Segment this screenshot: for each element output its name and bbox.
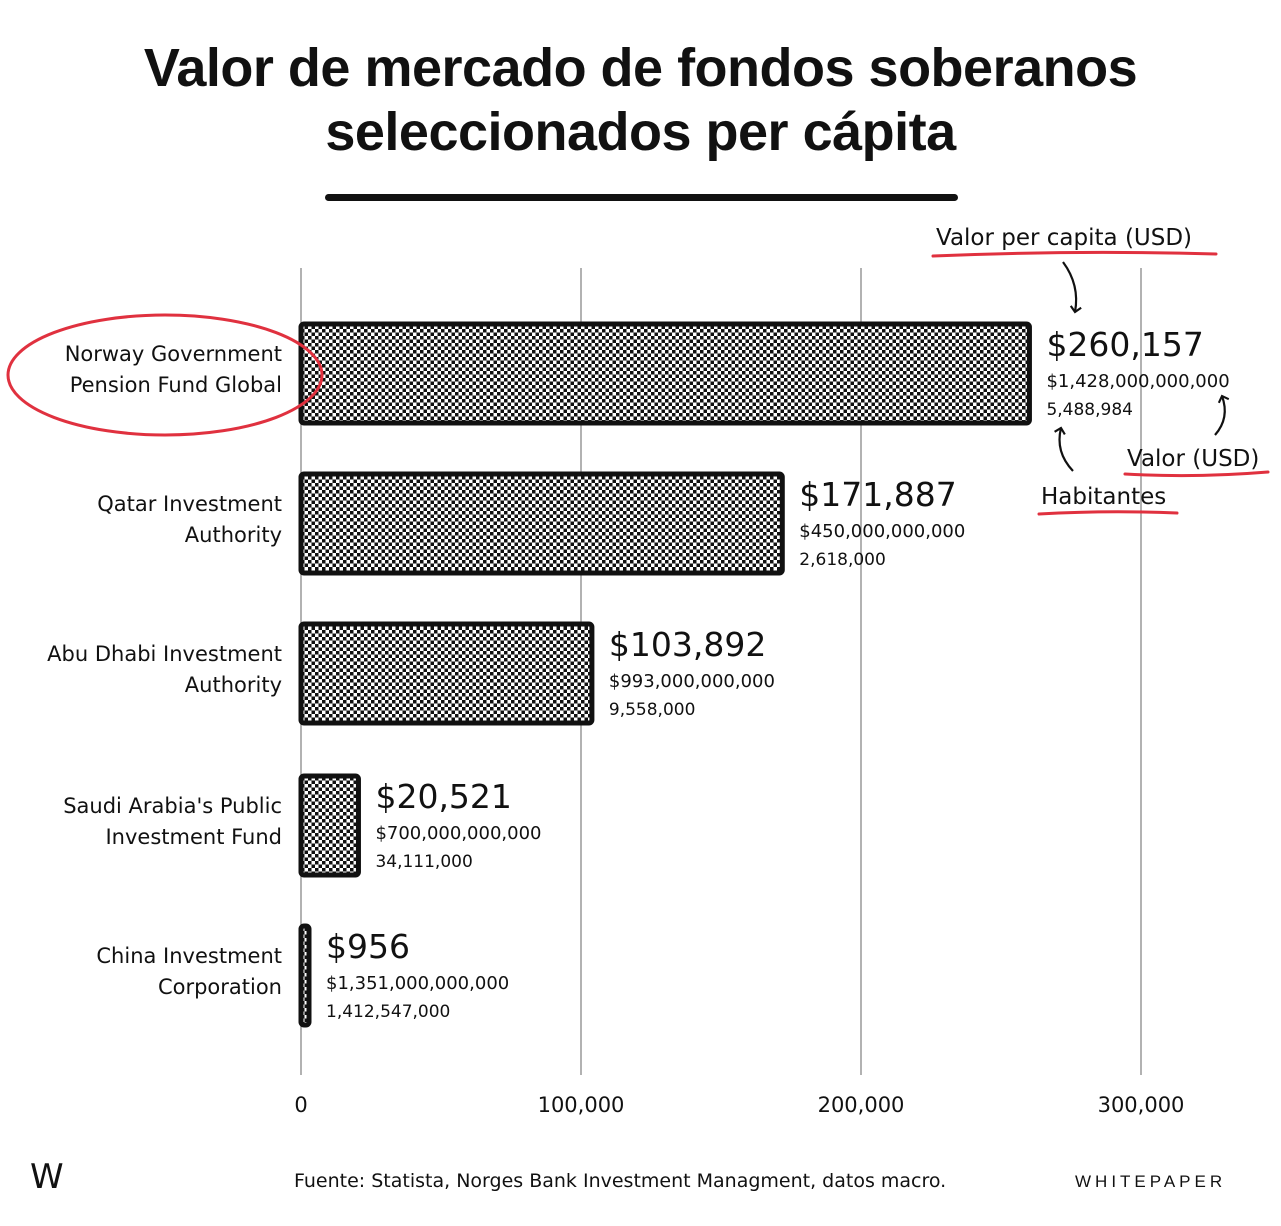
category-label: Corporation	[158, 975, 282, 999]
labels: 0 100,000 200,000 300,000 Norway Government P…	[47, 325, 1229, 1117]
annotation-population-underline	[1037, 510, 1179, 516]
category-label: Saudi Arabia's Public	[63, 794, 282, 818]
per-capita-label: $956	[326, 927, 410, 966]
category-label: Authority	[185, 673, 282, 697]
category-label: Norway Government	[65, 342, 282, 366]
annotation-population: Habitantes	[1041, 484, 1166, 510]
population-label: 34,111,000	[375, 852, 472, 872]
footer-logo: W	[30, 1157, 64, 1197]
population-label: 2,618,000	[799, 550, 886, 570]
annotation-per-capita: Valor per capita (USD)	[936, 225, 1192, 251]
category-label: China Investment	[96, 944, 282, 968]
x-tick-label: 100,000	[538, 1093, 625, 1117]
footer-brand: WHITEPAPER	[1075, 1172, 1227, 1191]
category-label: Investment Fund	[105, 825, 282, 849]
annotation-value-underline	[1123, 470, 1270, 478]
category-label: Abu Dhabi Investment	[47, 642, 282, 666]
bar	[298, 621, 595, 726]
category-label: Authority	[185, 523, 282, 547]
per-capita-label: $103,892	[609, 625, 766, 664]
per-capita-label: $171,887	[799, 475, 956, 514]
per-capita-label: $20,521	[375, 777, 511, 816]
total-value-label: $450,000,000,000	[799, 521, 965, 542]
annotation-value: Valor (USD)	[1127, 446, 1259, 472]
title-underline	[325, 194, 958, 201]
bar	[298, 321, 1032, 426]
highlight-circle	[6, 313, 324, 437]
category-label: Pension Fund Global	[70, 373, 282, 397]
chart-title: Valor de mercado de fondos soberanos sel…	[143, 38, 1138, 162]
category-label: Qatar Investment	[97, 492, 282, 516]
total-value-label: $993,000,000,000	[609, 671, 775, 692]
population-label: 1,412,547,000	[326, 1002, 450, 1022]
bars	[298, 321, 1032, 1028]
population-label: 5,488,984	[1046, 400, 1133, 420]
per-capita-label: $260,157	[1046, 325, 1203, 364]
total-value-label: $1,351,000,000,000	[326, 973, 509, 994]
annotations: Valor per capita (USD) Valor (USD) Habitan…	[6, 225, 1270, 516]
total-value-label: $1,428,000,000,000	[1046, 371, 1229, 392]
bar	[298, 471, 785, 576]
annotation-arrow-value	[1214, 394, 1230, 436]
annotation-per-capita-underline	[931, 250, 1218, 258]
x-tick-label: 0	[294, 1093, 307, 1117]
bar	[298, 923, 312, 1028]
x-tick-label: 300,000	[1098, 1093, 1185, 1117]
total-value-label: $700,000,000,000	[375, 823, 541, 844]
population-label: 9,558,000	[609, 700, 696, 720]
annotation-arrow-per-capita	[1062, 261, 1082, 314]
annotation-arrow-population	[1054, 426, 1074, 472]
footer-source: Fuente: Statista, Norges Bank Investment…	[294, 1170, 947, 1192]
bar	[298, 773, 361, 878]
x-tick-label: 200,000	[818, 1093, 905, 1117]
